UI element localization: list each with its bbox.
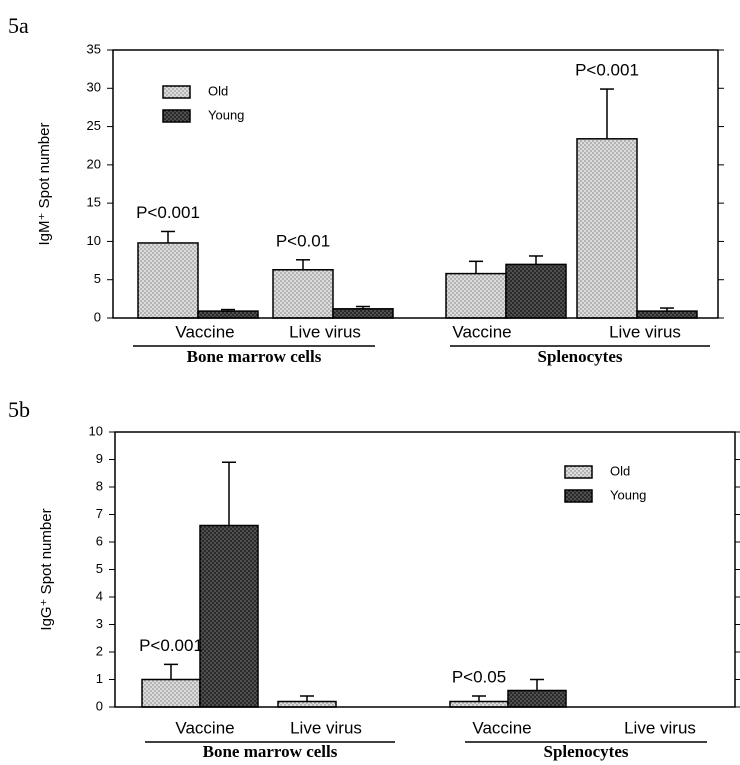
x-tick-label: Vaccine <box>175 718 234 737</box>
bar <box>277 700 337 708</box>
bar <box>449 700 509 708</box>
y-tick-label: 5 <box>96 561 103 576</box>
bar <box>141 678 201 708</box>
x-tick-label: Vaccine <box>175 322 234 341</box>
bar <box>197 310 259 319</box>
legend-label: Old <box>208 83 228 98</box>
x-tick-label: Live virus <box>289 322 361 341</box>
panel-label: 5b <box>8 397 30 422</box>
bar <box>507 689 567 708</box>
bar <box>332 308 394 319</box>
y-tick-label: 0 <box>96 698 103 713</box>
group-label: Splenocytes <box>538 347 623 366</box>
panel-label: 5a <box>8 13 29 38</box>
annotation: P<0.001 <box>136 203 200 222</box>
x-tick-label: Live virus <box>609 322 681 341</box>
annotation: P<0.05 <box>452 667 506 686</box>
y-tick-label: 1 <box>96 671 103 686</box>
y-tick-label: 10 <box>87 233 101 248</box>
y-tick-label: 35 <box>87 41 101 56</box>
y-axis-label: IgM⁺ Spot number <box>36 123 53 246</box>
x-tick-label: Vaccine <box>452 322 511 341</box>
plot-frame <box>112 49 719 319</box>
bar <box>199 524 259 708</box>
annotation: P<0.01 <box>276 231 330 250</box>
bar <box>576 138 638 319</box>
y-tick-label: 4 <box>96 588 103 603</box>
legend-swatch <box>162 109 191 123</box>
legend-label: Young <box>610 487 646 502</box>
y-tick-label: 8 <box>96 478 103 493</box>
bar <box>445 272 507 319</box>
y-tick-label: 5 <box>94 271 101 286</box>
group-label: Bone marrow cells <box>187 347 322 366</box>
bar <box>636 310 698 319</box>
y-tick-label: 25 <box>87 118 101 133</box>
legend-label: Old <box>610 463 630 478</box>
y-tick-label: 0 <box>94 309 101 324</box>
group-label: Bone marrow cells <box>203 742 338 761</box>
legend-swatch <box>564 465 593 479</box>
x-tick-label: Vaccine <box>472 718 531 737</box>
plot-frame <box>114 431 736 708</box>
y-tick-label: 15 <box>87 195 101 210</box>
legend-swatch <box>162 85 191 99</box>
annotation: P<0.001 <box>139 636 203 655</box>
y-tick-label: 20 <box>87 156 101 171</box>
y-tick-label: 30 <box>87 80 101 95</box>
bar <box>505 263 567 319</box>
y-tick-label: 9 <box>96 451 103 466</box>
y-tick-label: 7 <box>96 506 103 521</box>
group-label: Splenocytes <box>544 742 629 761</box>
x-tick-label: Live virus <box>624 718 696 737</box>
y-tick-label: 3 <box>96 616 103 631</box>
y-tick-label: 10 <box>89 423 103 438</box>
x-tick-label: Live virus <box>290 718 362 737</box>
annotation: P<0.001 <box>575 61 639 80</box>
bar <box>137 242 199 319</box>
legend-swatch <box>564 489 593 503</box>
y-axis-label: IgG⁺ Spot number <box>38 508 55 630</box>
y-tick-label: 2 <box>96 643 103 658</box>
y-tick-label: 6 <box>96 533 103 548</box>
legend-label: Young <box>208 107 244 122</box>
bar <box>272 269 334 319</box>
